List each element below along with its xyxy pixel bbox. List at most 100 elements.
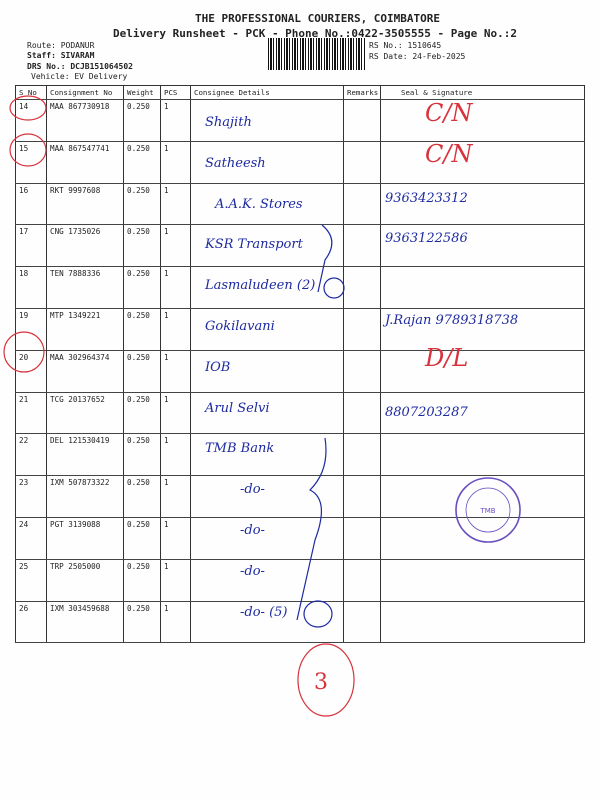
seal-cell [380, 392, 585, 435]
col-remarks: Remarks [343, 85, 381, 100]
seal-cell [380, 475, 585, 518]
consignment-cell: IXM 507873322 [46, 475, 124, 518]
table-row: 24 PGT 3139088 0.250 1 [15, 517, 585, 560]
sno-cell: 23 [15, 475, 47, 518]
weight-cell: 0.250 [123, 517, 161, 560]
company-title: THE PROFESSIONAL COURIERS, COIMBATORE [195, 12, 441, 25]
seal-cell [380, 559, 585, 602]
consignment-cell: PGT 3139088 [46, 517, 124, 560]
table-header: S No Consignment No Weight PCS Consignee… [15, 85, 585, 100]
consignment-cell: TCG 20137652 [46, 392, 124, 435]
consignee-cell [190, 183, 344, 226]
handwritten-consignee: Satheesh [205, 155, 266, 171]
red-circle-15 [9, 133, 47, 167]
barcode [268, 38, 366, 70]
weight-cell: 0.250 [123, 308, 161, 351]
table-row: 14 MAA 867730918 0.250 1 [15, 99, 585, 142]
bracket-line-26 [296, 437, 327, 621]
handwritten-consignee: A.A.K. Stores [215, 196, 303, 212]
consignee-cell [190, 559, 344, 602]
page-count-annotation: 3 [314, 670, 328, 695]
consignment-cell: MAA 302964374 [46, 350, 124, 393]
handwritten-consignee: -do- [240, 563, 265, 579]
remarks-cell [343, 141, 381, 184]
seal-cell [380, 308, 585, 351]
consignment-cell: CNG 1735026 [46, 224, 124, 268]
handwritten-signature: J.Rajan 9789318738 [385, 313, 519, 328]
handwritten-signature: C/N [425, 99, 473, 127]
consignment-cell: MTP 1349221 [46, 308, 124, 351]
handwritten-consignee: TMB Bank [205, 441, 275, 457]
red-circle-20 [3, 331, 45, 373]
pcs-cell: 1 [160, 475, 191, 518]
seal-cell [380, 99, 585, 142]
table-row: 23 IXM 507873322 0.250 1 [15, 475, 585, 518]
blue-circle-2 [323, 277, 345, 299]
table-row: 26 IXM 303459688 0.250 1 [15, 601, 585, 644]
drs-no: DRS No.: DCJB151064502 [27, 62, 133, 71]
handwritten-signature: D/L [425, 343, 469, 372]
weight-cell: 0.250 [123, 601, 161, 644]
seal-cell [380, 183, 585, 226]
staff: Staff: SIVARAM [27, 51, 95, 60]
weight-cell: 0.250 [123, 99, 161, 142]
table-row: 21 TCG 20137652 0.250 1 [15, 392, 585, 435]
remarks-cell [343, 350, 381, 393]
weight-cell: 0.250 [123, 350, 161, 393]
consignment-cell: MAA 867547741 [46, 141, 124, 184]
consignee-cell [190, 141, 344, 184]
table-row: 19 MTP 1349221 0.250 1 [15, 308, 585, 351]
weight-cell: 0.250 [123, 266, 161, 309]
remarks-cell [343, 601, 381, 644]
weight-cell: 0.250 [123, 433, 161, 477]
handwritten-consignee: -do- (5) [240, 604, 288, 620]
red-circle-14 [9, 95, 47, 121]
handwritten-consignee: Lasmaludeen (2) [205, 278, 316, 294]
handwritten-consignee: Gokilavani [205, 319, 275, 334]
pcs-cell: 1 [160, 392, 191, 435]
consignment-cell: TRP 2505000 [46, 559, 124, 602]
rs-no: RS No.: 1510645 [369, 41, 442, 50]
consignment-cell: DEL 121530419 [46, 433, 124, 477]
consignee-cell [190, 433, 344, 477]
bracket-line-18 [317, 224, 333, 293]
pcs-cell: 1 [160, 183, 191, 226]
handwritten-consignee: IOB [205, 359, 231, 375]
sno-cell: 25 [15, 559, 47, 602]
col-consignee: Consignee Details [190, 85, 344, 100]
consignee-cell [190, 99, 344, 142]
svg-text:TMB: TMB [479, 507, 495, 515]
table-row: 22 DEL 121530419 0.250 1 [15, 433, 585, 477]
handwritten-signature: 9363423312 [385, 190, 468, 206]
handwritten-consignee: Arul Selvi [205, 400, 270, 416]
col-seal: Seal & Signature [380, 85, 585, 100]
table-row: 25 TRP 2505000 0.250 1 [15, 559, 585, 602]
runsheet-table: S No Consignment No Weight PCS Consignee… [15, 85, 585, 644]
handwritten-consignee: Shajith [205, 115, 252, 130]
consignee-cell [190, 350, 344, 393]
weight-cell: 0.250 [123, 559, 161, 602]
consignee-cell [190, 224, 344, 268]
bank-stamp: TMB [455, 477, 521, 543]
handwritten-consignee: -do- [240, 523, 265, 538]
seal-cell [380, 141, 585, 184]
consignee-cell [190, 601, 344, 644]
seal-cell [380, 266, 585, 309]
sno-cell: 18 [15, 266, 47, 309]
table-row: 15 MAA 867547741 0.250 1 [15, 141, 585, 184]
runsheet-subtitle: Delivery Runsheet - PCK - Phone No.:0422… [113, 27, 517, 40]
table-row: 17 CNG 1735026 0.250 1 [15, 224, 585, 268]
rs-date: RS Date: 24-Feb-2025 [369, 52, 466, 61]
pcs-cell: 1 [160, 141, 191, 184]
col-weight: Weight [123, 85, 161, 100]
consignment-cell: TEN 7888336 [46, 266, 124, 309]
vehicle: Vehicle: EV Delivery [31, 72, 128, 81]
consignment-cell: IXM 303459688 [46, 601, 124, 644]
remarks-cell [343, 308, 381, 351]
seal-cell [380, 433, 585, 477]
seal-cell [380, 350, 585, 393]
table-row: 18 TEN 7888336 0.250 1 [15, 266, 585, 309]
consignee-cell [190, 392, 344, 435]
remarks-cell [343, 99, 381, 142]
